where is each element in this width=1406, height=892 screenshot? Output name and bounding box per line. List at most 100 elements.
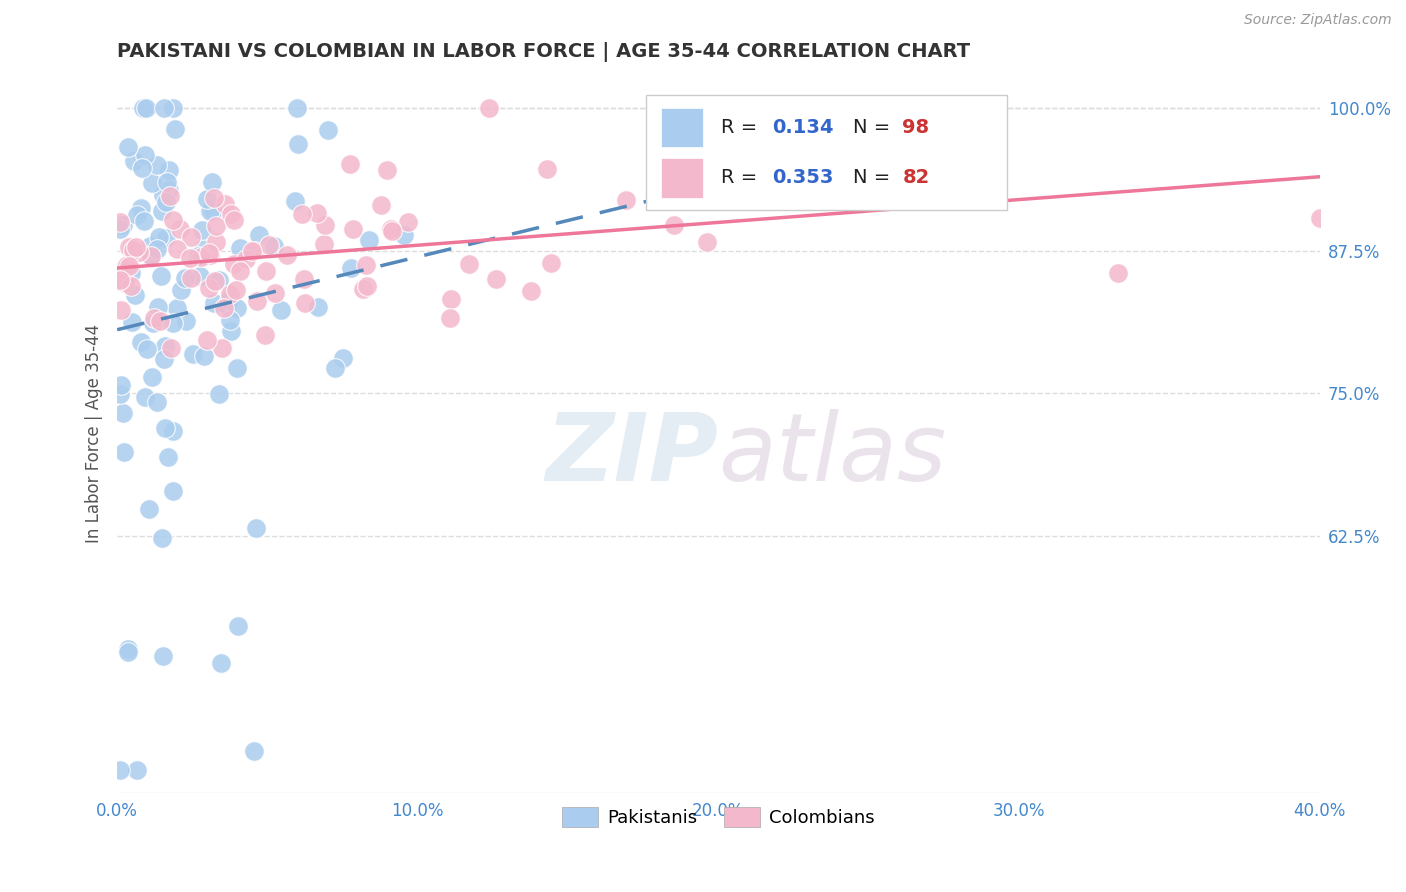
Point	[117, 140, 139, 154]
Bar	[661, 108, 703, 147]
Point	[195, 334, 218, 348]
Point	[108, 222, 131, 236]
Point	[149, 313, 172, 327]
Point	[159, 189, 181, 203]
Point	[332, 351, 354, 365]
Point	[117, 240, 139, 254]
Point	[160, 341, 183, 355]
Point	[139, 239, 162, 253]
Point	[156, 450, 179, 464]
Point	[263, 285, 285, 300]
Point	[198, 245, 221, 260]
Point	[356, 279, 378, 293]
Point	[218, 293, 240, 308]
Point	[162, 101, 184, 115]
Point	[224, 212, 246, 227]
Point	[166, 242, 188, 256]
Point	[485, 272, 508, 286]
Point	[141, 250, 163, 264]
Point	[131, 335, 153, 350]
Text: Source: ZipAtlas.com: Source: ZipAtlas.com	[1244, 13, 1392, 28]
Point	[242, 244, 264, 258]
Point	[108, 215, 131, 229]
Point	[240, 244, 263, 259]
Point	[201, 175, 224, 189]
Point	[134, 390, 156, 404]
Point	[128, 245, 150, 260]
Point	[226, 361, 249, 376]
Point	[354, 258, 377, 272]
Point	[897, 136, 920, 151]
Point	[149, 268, 172, 283]
Point	[235, 252, 257, 266]
Point	[112, 218, 135, 232]
Point	[127, 764, 149, 778]
Point	[225, 283, 247, 297]
Point	[290, 207, 312, 221]
Point	[180, 270, 202, 285]
Point	[696, 235, 718, 249]
Point	[316, 123, 339, 137]
Point	[155, 421, 177, 435]
Point	[440, 292, 463, 306]
Point	[312, 236, 335, 251]
Point	[219, 324, 242, 338]
Point	[342, 222, 364, 236]
Point	[519, 284, 541, 298]
Text: 0.353: 0.353	[772, 169, 834, 187]
Point	[191, 242, 214, 256]
Point	[142, 316, 165, 330]
Point	[340, 261, 363, 276]
Point	[323, 361, 346, 376]
Point	[294, 296, 316, 310]
Point	[166, 301, 188, 316]
Point	[180, 229, 202, 244]
Point	[614, 193, 637, 207]
Point	[110, 377, 132, 392]
Point	[124, 288, 146, 302]
Point	[155, 194, 177, 209]
Point	[125, 240, 148, 254]
Point	[152, 188, 174, 202]
Point	[153, 339, 176, 353]
Y-axis label: In Labor Force | Age 35-44: In Labor Force | Age 35-44	[86, 324, 103, 543]
Point	[120, 279, 142, 293]
Point	[246, 293, 269, 308]
Text: N =: N =	[853, 118, 897, 136]
Point	[202, 191, 225, 205]
Point	[108, 273, 131, 287]
Point	[245, 521, 267, 535]
Point	[218, 287, 240, 301]
Point	[307, 300, 329, 314]
Point	[143, 310, 166, 325]
Point	[146, 394, 169, 409]
Point	[201, 204, 224, 219]
Point	[224, 257, 246, 271]
Point	[214, 301, 236, 315]
Point	[287, 101, 309, 115]
Point	[181, 347, 204, 361]
Text: 0.134: 0.134	[772, 118, 834, 136]
Point	[108, 387, 131, 401]
Point	[132, 101, 155, 115]
Point	[117, 641, 139, 656]
Point	[900, 161, 922, 176]
Point	[254, 264, 277, 278]
Point	[392, 227, 415, 242]
Point	[139, 249, 162, 263]
Point	[155, 231, 177, 245]
Point	[146, 242, 169, 256]
Point	[228, 241, 250, 255]
Point	[217, 298, 239, 312]
Text: R =: R =	[721, 169, 763, 187]
Point	[198, 203, 221, 218]
Point	[173, 271, 195, 285]
Point	[120, 266, 142, 280]
Point	[132, 213, 155, 227]
Point	[536, 162, 558, 177]
Point	[380, 222, 402, 236]
Text: 98: 98	[903, 118, 929, 136]
Point	[169, 221, 191, 235]
Point	[314, 219, 336, 233]
Point	[146, 158, 169, 172]
